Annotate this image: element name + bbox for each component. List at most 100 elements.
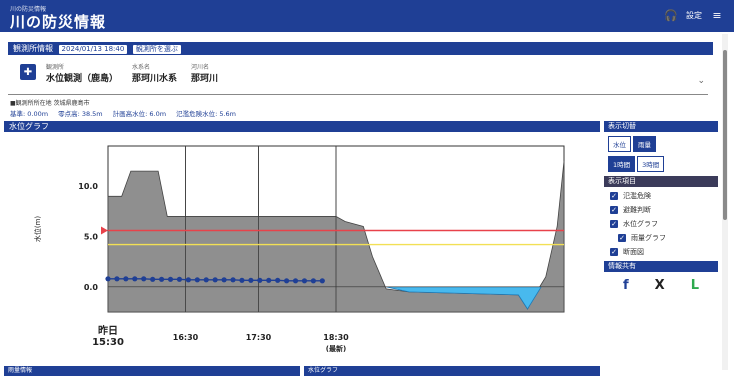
headset-icon[interactable]: 🎧 — [664, 8, 678, 22]
data-point — [114, 276, 120, 282]
checkbox-icon[interactable]: ✓ — [610, 220, 618, 228]
data-point — [212, 277, 218, 283]
toggle-rain[interactable]: 雨量 — [633, 136, 656, 152]
line-icon[interactable]: L — [690, 278, 699, 293]
data-point — [185, 277, 191, 283]
layer-label: 水位グラフ — [623, 220, 658, 228]
station-section-bar: 観測所情報 2024/01/13 18:40 観測所を選ぶ — [8, 42, 713, 55]
station-badge-icon: ✚ — [20, 64, 36, 80]
layer-checkbox[interactable]: ✓ 雨量グラフ — [618, 233, 718, 243]
station-section-label: 観測所情報 — [13, 44, 53, 53]
x-tick-label: 16:30 — [173, 333, 199, 342]
data-point — [194, 277, 200, 283]
layer-checkbox[interactable]: ✓ 避難判断 — [610, 205, 718, 215]
divider — [8, 94, 708, 95]
data-point — [266, 277, 272, 283]
share-header: 情報共有 — [604, 261, 718, 272]
choose-station-button[interactable]: 観測所を選ぶ — [132, 45, 181, 54]
data-point — [239, 277, 245, 283]
data-point — [132, 276, 138, 282]
station-thresholds: 基準: 0.00m 零点高: 38.5m 計画高水位: 6.0m 氾濫危険水位: 5.… — [10, 108, 236, 118]
station-field: 水系名 那珂川水系 — [132, 62, 177, 84]
threshold-marker-icon — [101, 226, 108, 235]
data-point — [150, 276, 156, 282]
data-point — [123, 276, 129, 282]
layer-label: 氾濫危険 — [623, 192, 651, 200]
layers-header: 表示項目 — [604, 176, 718, 187]
station-field: 河川名 那珂川 — [191, 62, 218, 84]
layer-checkbox[interactable]: ✓ 断面図 — [610, 247, 718, 257]
app-header: 川の防災情報 川の防災情報 🎧 設定 ≡ — [0, 0, 734, 32]
data-point — [284, 278, 290, 284]
latest-label: (最新) — [326, 344, 346, 353]
chevron-down-icon[interactable]: ⌄ — [697, 76, 705, 86]
layer-checkbox[interactable]: ✓ 氾濫危険 — [610, 191, 718, 201]
data-point — [203, 277, 209, 283]
data-point — [141, 276, 147, 282]
x-tick-label: 15:30 — [92, 337, 124, 348]
layer-checklist: ✓ 氾濫危険 ✓ 避難判断 ✓ 水位グラフ ✓ 雨量グラフ ✓ 断面図 — [604, 191, 718, 257]
data-point — [292, 278, 299, 284]
layer-label: 避難判断 — [623, 206, 651, 214]
threshold-item: 基準: 0.00m — [10, 110, 49, 118]
data-point — [275, 277, 281, 283]
station-meta: 観測所 水位観測（鹿島） 水系名 那珂川水系 河川名 那珂川 — [46, 62, 218, 84]
station-field-key: 観測所 — [46, 64, 65, 71]
station-field: 観測所水位観測（鹿島） — [46, 62, 118, 84]
bottom-bar-right: 水位グラフ — [304, 366, 600, 376]
scrollbar-thumb[interactable] — [723, 50, 727, 220]
layer-checkbox[interactable]: ✓ 水位グラフ — [610, 219, 718, 229]
header-subtitle: 川の防災情報 — [10, 6, 47, 13]
checkbox-icon[interactable]: ✓ — [610, 192, 618, 200]
facebook-icon[interactable]: f — [623, 278, 629, 293]
layer-label: 雨量グラフ — [631, 234, 666, 242]
station-location: ■観測所所在地 茨城県鹿島市 — [10, 100, 90, 107]
y-tick-label: 5.0 — [84, 233, 99, 242]
timestamp-badge: 2024/01/13 18:40 — [58, 45, 128, 54]
x-tick-label: 18:30 — [323, 333, 349, 342]
toggle-1h[interactable]: 1時間 — [608, 156, 636, 172]
chart-panel-label: 水位グラフ — [9, 122, 49, 131]
settings-link[interactable]: 設定 — [686, 10, 702, 20]
x-tick-label: 17:30 — [246, 333, 272, 342]
data-point — [301, 278, 308, 284]
checkbox-icon[interactable]: ✓ — [610, 248, 618, 256]
threshold-item: 零点高: 38.5m — [58, 110, 103, 118]
data-point — [230, 277, 236, 283]
station-field-key: 河川名 — [191, 64, 210, 71]
data-point — [158, 276, 165, 282]
station-field-value: 水位観測（鹿島） — [46, 74, 119, 84]
bottom-bar-left: 雨量情報 — [4, 366, 300, 376]
threshold-item: 氾濫危険水位: 5.6m — [176, 110, 236, 118]
display-toggle-header: 表示切替 — [604, 121, 718, 132]
chart-panel-bar: 水位グラフ — [4, 121, 600, 132]
sidebar: 表示切替 水位 雨量 1時間 3時間 表示項目 ✓ 氾濫危険 ✓ 避難判断 ✓ 水位グラフ… — [604, 121, 718, 295]
y-tick-label: 0.0 — [84, 283, 99, 292]
x-tick-label: 昨日 — [98, 324, 118, 337]
data-point — [257, 277, 263, 283]
data-point — [248, 277, 254, 283]
x-icon[interactable]: X — [654, 278, 665, 293]
threshold-item: 計画高水位: 6.0m — [112, 110, 167, 118]
layer-label: 断面図 — [623, 248, 644, 256]
toggle-row-b: 1時間 3時間 — [608, 156, 718, 172]
header-tools: 🎧 設定 ≡ — [664, 8, 724, 22]
station-field-key: 水系名 — [132, 64, 151, 71]
toggle-row-a: 水位 雨量 — [608, 136, 718, 152]
page-title: 川の防災情報 — [10, 13, 107, 31]
station-info: ✚ 観測所 水位観測（鹿島） 水系名 那珂川水系 河川名 那珂川 ⌄ — [8, 58, 713, 98]
y-tick-label: 10.0 — [78, 182, 98, 191]
toggle-3h[interactable]: 3時間 — [637, 156, 665, 172]
data-point — [176, 276, 183, 282]
data-point — [319, 278, 325, 284]
checkbox-icon[interactable]: ✓ — [618, 234, 626, 242]
toggle-water-level[interactable]: 水位 — [608, 136, 631, 152]
station-field-value: 那珂川 — [191, 74, 219, 84]
menu-icon[interactable]: ≡ — [712, 8, 722, 22]
data-point — [167, 276, 174, 282]
page-scrollbar[interactable] — [722, 34, 728, 370]
station-field-value: 那珂川水系 — [132, 74, 178, 84]
checkbox-icon[interactable]: ✓ — [610, 206, 618, 214]
